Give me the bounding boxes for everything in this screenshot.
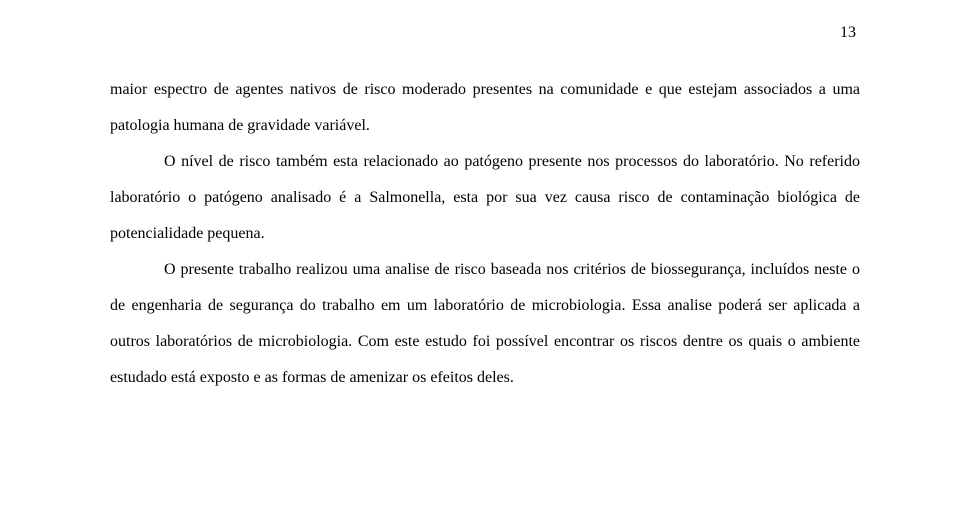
page-number: 13 <box>110 24 860 42</box>
document-page: 13 maior espectro de agentes nativos de … <box>0 0 960 396</box>
paragraph-1: maior espectro de agentes nativos de ris… <box>110 72 860 144</box>
paragraph-3: O presente trabalho realizou uma analise… <box>110 252 860 396</box>
paragraph-2: O nível de risco também esta relacionado… <box>110 144 860 252</box>
